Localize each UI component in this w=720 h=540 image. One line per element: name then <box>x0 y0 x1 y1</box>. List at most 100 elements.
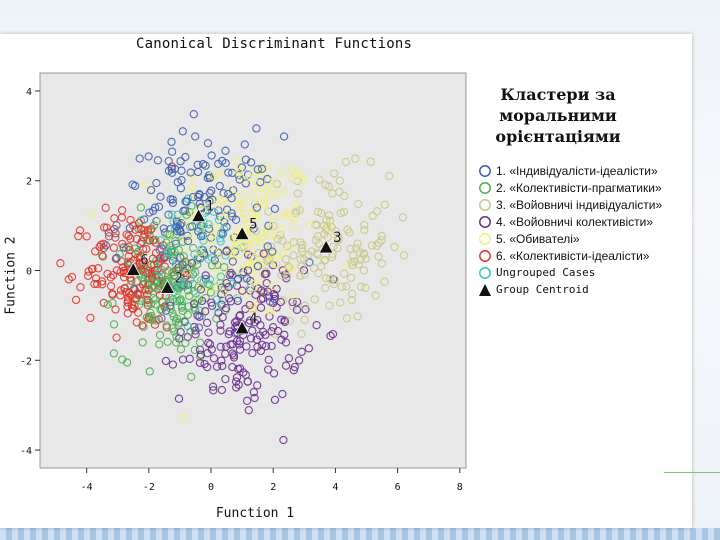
data-point <box>265 312 274 321</box>
data-point <box>289 237 298 247</box>
data-point <box>249 192 258 202</box>
data-point <box>201 307 210 316</box>
data-point <box>176 215 186 224</box>
data-point <box>180 413 189 423</box>
data-point <box>276 231 285 240</box>
data-point <box>99 298 108 308</box>
data-point <box>111 305 120 314</box>
data-point <box>272 249 282 259</box>
data-point <box>151 235 160 245</box>
data-point <box>216 237 225 246</box>
data-point <box>293 189 302 198</box>
data-point <box>181 152 190 162</box>
data-point <box>233 274 243 284</box>
data-point <box>148 273 157 283</box>
data-point <box>192 290 201 299</box>
data-point <box>138 338 147 347</box>
data-point <box>174 266 183 275</box>
data-point <box>142 244 151 254</box>
data-point <box>252 213 261 223</box>
data-point <box>151 248 161 258</box>
data-point <box>269 369 279 378</box>
centroid-label: 6 <box>140 253 148 269</box>
data-point <box>228 349 237 358</box>
data-point <box>377 236 386 245</box>
data-point <box>135 300 144 309</box>
data-point <box>222 278 231 288</box>
data-point <box>342 282 351 291</box>
data-point <box>136 203 146 212</box>
data-point <box>194 295 203 304</box>
data-point <box>83 271 93 280</box>
data-point <box>207 151 216 160</box>
data-point <box>234 380 243 389</box>
x-tick-label: 6 <box>395 482 401 493</box>
data-point <box>217 356 226 365</box>
data-point <box>262 269 271 278</box>
data-point <box>109 320 119 329</box>
data-point <box>277 270 286 280</box>
data-point <box>146 308 155 317</box>
data-point <box>90 279 99 289</box>
data-point <box>129 221 138 230</box>
data-point <box>232 383 241 392</box>
data-point <box>249 183 258 193</box>
data-point <box>229 191 239 200</box>
data-point <box>166 231 176 240</box>
data-point <box>260 184 270 193</box>
data-point <box>82 232 91 241</box>
data-point <box>279 435 288 445</box>
data-point <box>319 229 329 239</box>
data-point <box>76 283 85 292</box>
data-point <box>203 139 213 148</box>
data-point <box>265 306 274 316</box>
bottom-decor-stripe <box>0 528 720 540</box>
data-point <box>380 277 389 286</box>
data-point <box>349 251 358 260</box>
data-point <box>253 165 262 174</box>
data-point <box>169 267 178 277</box>
data-point <box>287 263 296 272</box>
data-point <box>241 209 250 218</box>
data-point <box>346 273 356 283</box>
legend-label: 5. «Обивателі» <box>496 231 580 246</box>
data-point <box>225 185 235 194</box>
data-point <box>145 208 154 217</box>
data-point <box>249 283 259 292</box>
data-point <box>237 163 247 172</box>
data-point <box>188 182 197 192</box>
data-point <box>241 155 251 164</box>
data-point <box>278 389 287 399</box>
data-point <box>278 296 288 305</box>
legend-label: 6. «Колективісти-ідеалісти» <box>496 248 650 263</box>
data-point <box>253 381 262 390</box>
data-point <box>154 273 164 282</box>
data-point <box>164 249 173 258</box>
data-point <box>169 312 178 321</box>
data-point <box>264 365 273 374</box>
data-point <box>168 360 178 369</box>
data-point <box>258 167 268 177</box>
data-point <box>329 169 339 178</box>
data-point <box>176 253 185 262</box>
data-point <box>250 253 260 263</box>
data-point <box>324 223 333 232</box>
data-point <box>360 220 369 230</box>
data-point <box>257 164 267 173</box>
y-axis-label: Function 2 <box>3 236 19 315</box>
data-point <box>197 276 206 285</box>
data-point <box>253 273 262 282</box>
data-point <box>334 232 343 242</box>
data-point <box>361 283 370 292</box>
data-point <box>226 297 236 306</box>
data-point <box>250 393 259 403</box>
data-point <box>204 338 213 348</box>
data-point <box>178 127 187 136</box>
data-point <box>182 271 192 280</box>
data-point <box>217 385 227 395</box>
data-point <box>153 259 162 268</box>
data-point <box>189 110 198 119</box>
data-point <box>312 321 321 330</box>
data-point <box>177 166 186 175</box>
data-point <box>205 173 214 183</box>
